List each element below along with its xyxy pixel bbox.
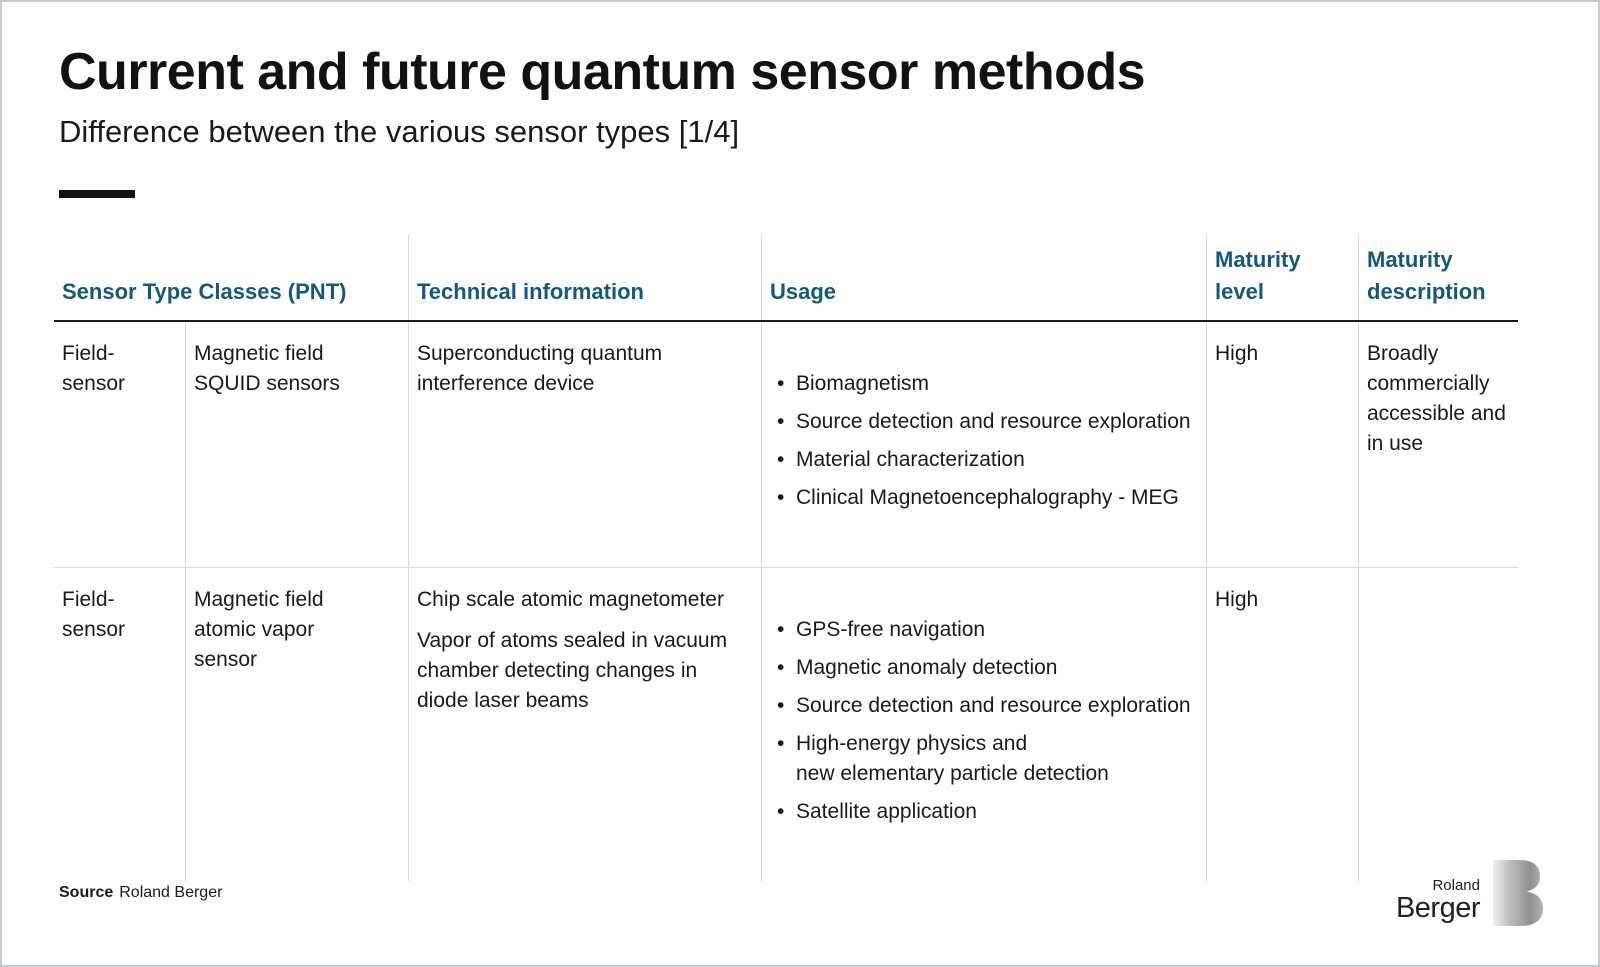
table-header-row: Sensor Type Classes (PNT) Technical info… — [54, 234, 1518, 322]
usage-bullet: Magnetic anomaly detection — [770, 653, 1196, 683]
roland-berger-b-icon — [1493, 860, 1543, 926]
cell-maturity-description: Broadly commercially accessible and in u… — [1367, 342, 1506, 455]
header-sensor-type-classes: Sensor Type Classes (PNT) — [54, 234, 409, 320]
cell-maturity-level: High — [1207, 322, 1359, 567]
cell-category: Field-sensor — [54, 322, 186, 567]
source-value: Roland Berger — [119, 884, 223, 901]
page-subtitle: Difference between the various sensor ty… — [59, 114, 740, 149]
cell-sensor-type: Magnetic field atomic vapor sensor — [186, 568, 409, 881]
header-technical-information: Technical information — [409, 234, 762, 320]
usage-bullet: Biomagnetism — [770, 369, 1196, 399]
logo-wordmark: Roland Berger — [1395, 877, 1481, 926]
logo-roland-text: Roland — [1432, 877, 1480, 894]
page-title: Current and future quantum sensor method… — [59, 43, 1146, 101]
usage-bullet: High-energy physics and new elementary p… — [770, 729, 1196, 789]
cell-technical-information: Superconducting quantum interference dev… — [409, 322, 762, 567]
source-label: Source — [59, 884, 114, 901]
header-maturity-level: Maturity level — [1207, 234, 1359, 320]
usage-bullet: GPS-free navigation — [770, 615, 1196, 645]
usage-bullet-list: Biomagnetism Source detection and resourc… — [770, 369, 1196, 513]
roland-berger-logo: Roland Berger — [1396, 860, 1543, 926]
logo-berger-text: Berger — [1395, 892, 1481, 924]
cell-usage: GPS-free navigation Magnetic anomaly dete… — [762, 568, 1207, 881]
cell-usage: Biomagnetism Source detection and resourc… — [762, 322, 1207, 567]
technical-paragraph: Superconducting quantum interference dev… — [417, 342, 663, 395]
source-line: Source Roland Berger — [59, 884, 222, 902]
usage-bullet: Source detection and resource exploratio… — [770, 691, 1196, 721]
usage-bullet: Material characterization — [770, 445, 1196, 475]
usage-bullet-list: GPS-free navigation Magnetic anomaly dete… — [770, 615, 1196, 827]
sensor-table: Sensor Type Classes (PNT) Technical info… — [54, 234, 1518, 881]
cell-category: Field-sensor — [54, 568, 186, 881]
cell-maturity-level: High — [1207, 568, 1359, 881]
cell-technical-information: Chip scale atomic magnetometer Vapor of a… — [409, 568, 762, 881]
title-dash — [59, 190, 135, 198]
technical-paragraph: Chip scale atomic magnetometer — [417, 588, 724, 611]
usage-bullet: Source detection and resource exploratio… — [770, 407, 1196, 437]
table-row: Field-sensor Magnetic field SQUID sensor… — [54, 322, 1518, 568]
header-usage: Usage — [762, 234, 1207, 320]
usage-bullet: Satellite application — [770, 797, 1196, 827]
cell-maturity-description — [1359, 568, 1518, 881]
technical-paragraph: Vapor of atoms sealed in vacuum chamber … — [417, 629, 728, 712]
cell-sensor-type: Magnetic field SQUID sensors — [186, 322, 409, 567]
usage-bullet: Clinical Magnetoencephalography - MEG — [770, 483, 1196, 513]
table-row: Field-sensor Magnetic field atomic vapor… — [54, 568, 1518, 881]
header-maturity-description: Maturity description — [1367, 247, 1486, 304]
